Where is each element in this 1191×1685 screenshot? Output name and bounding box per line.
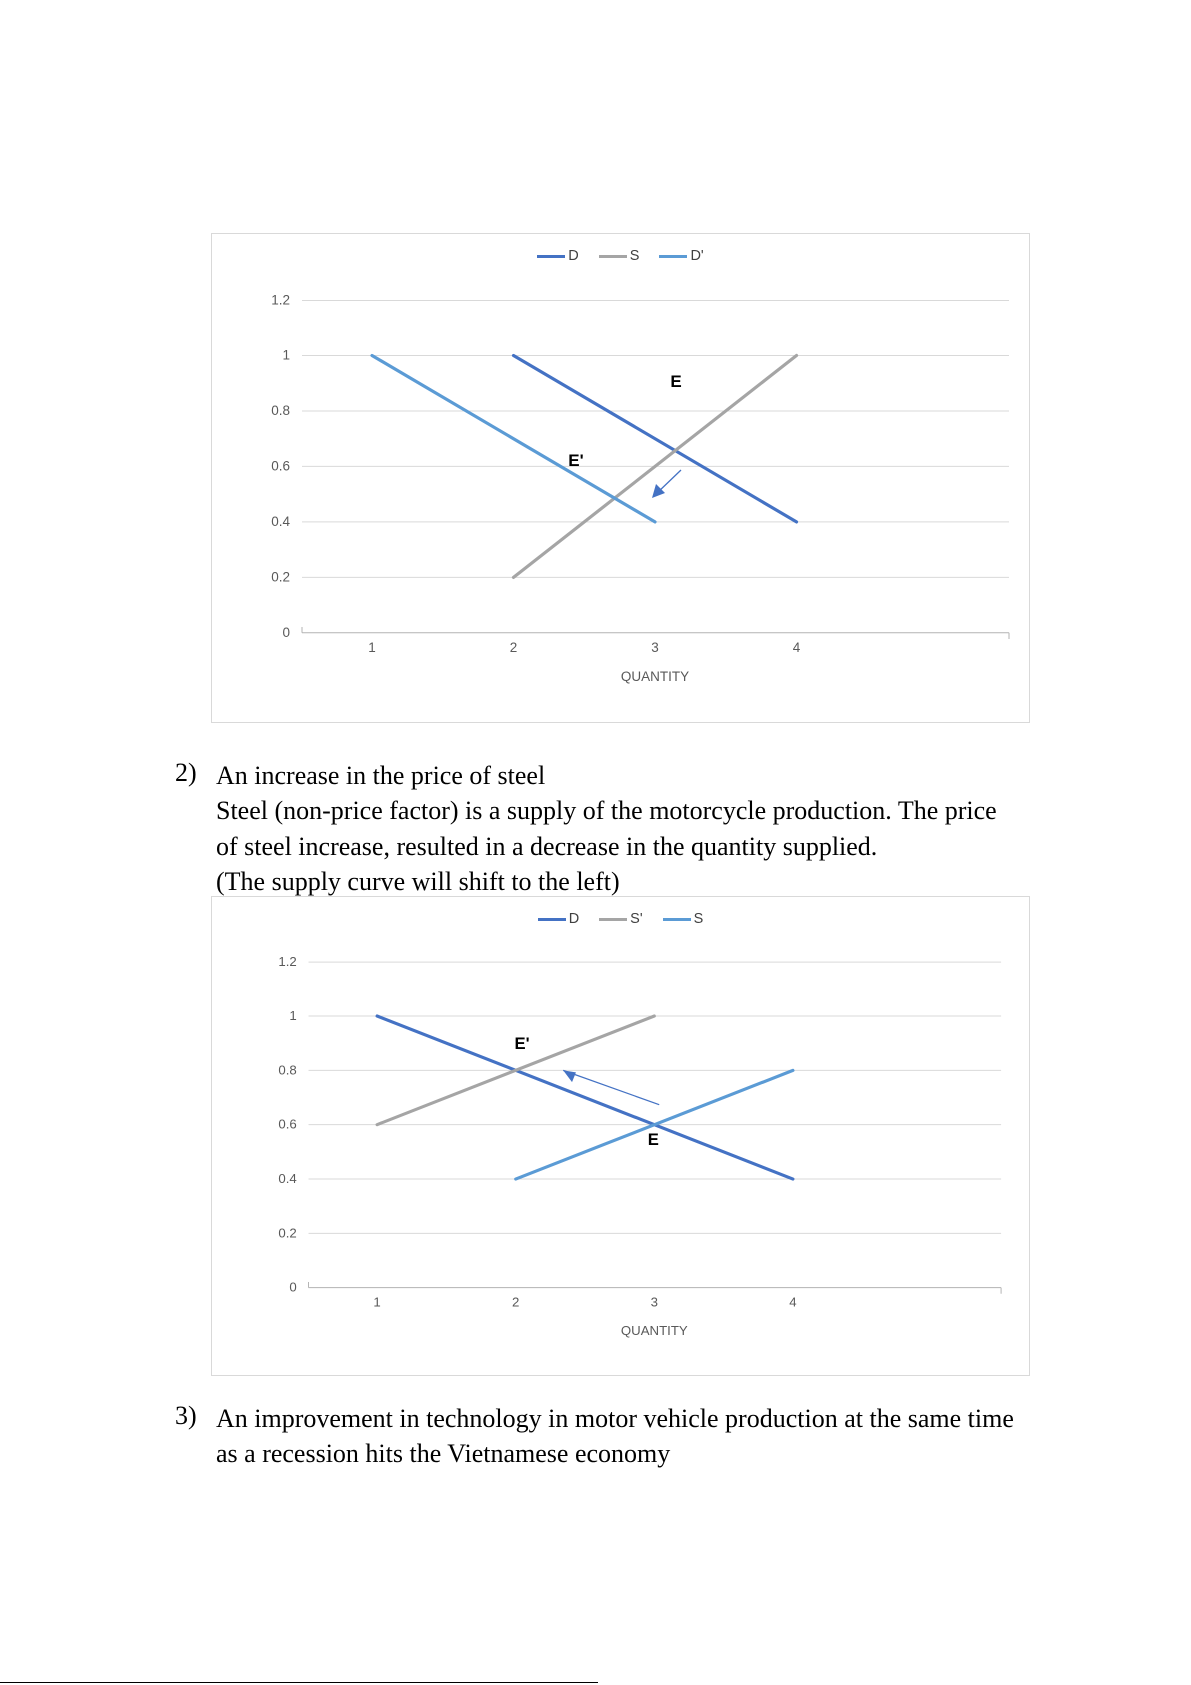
svg-text:4: 4 (789, 1294, 796, 1309)
svg-text:1: 1 (373, 1294, 380, 1309)
svg-text:1: 1 (368, 640, 376, 655)
svg-text:E': E' (515, 1034, 530, 1053)
svg-text:0.8: 0.8 (271, 403, 290, 418)
svg-text:0.6: 0.6 (278, 1117, 296, 1132)
svg-text:0.4: 0.4 (271, 514, 290, 529)
svg-text:1: 1 (282, 348, 290, 363)
svg-text:0.4: 0.4 (278, 1171, 296, 1186)
svg-text:2: 2 (512, 1294, 519, 1309)
svg-text:4: 4 (793, 640, 801, 655)
svg-text:E: E (670, 372, 681, 391)
svg-text:0.8: 0.8 (278, 1062, 296, 1077)
svg-text:QUANTITY: QUANTITY (621, 1323, 688, 1338)
svg-text:0: 0 (282, 625, 290, 640)
svg-text:QUANTITY: QUANTITY (621, 669, 689, 684)
svg-text:0: 0 (289, 1280, 296, 1295)
svg-text:0.2: 0.2 (271, 569, 290, 584)
svg-text:3: 3 (651, 1294, 658, 1309)
svg-text:0.6: 0.6 (271, 458, 290, 473)
svg-text:0.2: 0.2 (278, 1225, 296, 1240)
svg-text:1.2: 1.2 (278, 954, 296, 969)
svg-text:3: 3 (651, 640, 659, 655)
svg-text:E: E (648, 1130, 659, 1149)
svg-text:1.2: 1.2 (271, 293, 290, 308)
svg-text:2: 2 (510, 640, 518, 655)
svg-text:E': E' (568, 451, 583, 470)
svg-text:1: 1 (289, 1008, 296, 1023)
